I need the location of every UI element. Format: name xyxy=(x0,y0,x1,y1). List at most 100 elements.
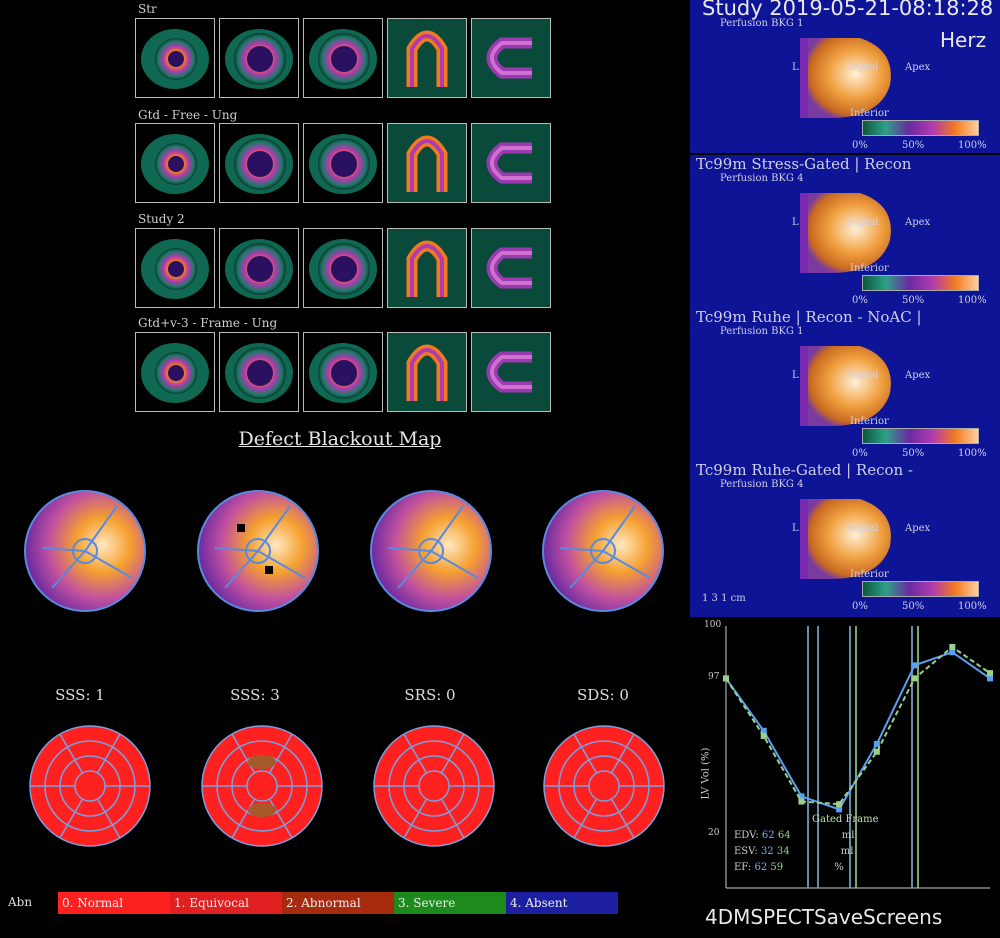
legend-label: 3. Severe xyxy=(398,896,456,910)
slice-grid: Str Gtd - Free - Ung Study 2 Gtd+v-3 - F… xyxy=(135,0,555,415)
volume-title: Tc99m Ruhe-Gated | Recon - xyxy=(696,461,914,479)
slice-image xyxy=(309,134,377,194)
orientation-center: Septal xyxy=(846,370,879,381)
segment-map[interactable] xyxy=(542,724,666,848)
slice-image xyxy=(141,29,209,89)
legend-label: 1. Equivocal xyxy=(174,896,249,910)
color-scale-bar xyxy=(862,581,979,597)
stat-unit: % xyxy=(834,862,844,873)
curve-point xyxy=(836,806,843,813)
slice-tile[interactable] xyxy=(471,332,551,412)
curve-series-line xyxy=(725,645,991,806)
slice-tile[interactable] xyxy=(387,332,467,412)
slice-image xyxy=(225,343,293,403)
scale-label: 50% xyxy=(902,601,925,612)
volume-render xyxy=(800,193,891,273)
slice-tile[interactable] xyxy=(303,18,383,98)
curve-series-line xyxy=(725,651,991,811)
slice-tile[interactable] xyxy=(471,228,551,308)
orientation-center: Septal xyxy=(846,523,879,534)
slice-image xyxy=(309,29,377,89)
slice-tile[interactable] xyxy=(303,123,383,203)
slice-tile[interactable] xyxy=(135,18,215,98)
volume-panel[interactable]: Perfusion BKG 1 L Septal Apex Inferior 0… xyxy=(690,0,1000,153)
stat-name: ESV: xyxy=(734,846,758,857)
slice-image xyxy=(225,239,293,299)
stat-value: 32 xyxy=(760,846,774,857)
curve-point xyxy=(760,733,767,740)
orientation-right: Apex xyxy=(905,523,931,534)
orientation-right: Apex xyxy=(905,217,931,228)
polar-map[interactable] xyxy=(540,488,666,614)
stat-value: 62 xyxy=(761,830,775,841)
curve-point xyxy=(987,675,993,682)
polar-map[interactable] xyxy=(368,488,494,614)
color-scale-bar xyxy=(862,275,979,291)
slice-tile[interactable] xyxy=(135,228,215,308)
orientation-bottom: Inferior xyxy=(850,263,889,274)
slice-tile[interactable] xyxy=(387,228,467,308)
curve-point xyxy=(873,740,880,747)
volume-title: Tc99m Stress-Gated | Recon xyxy=(696,155,912,173)
stat-name: EF: xyxy=(734,862,752,873)
slice-tile[interactable] xyxy=(135,123,215,203)
curve-point xyxy=(723,675,729,682)
orientation-right: Apex xyxy=(905,370,931,381)
scale-label: 100% xyxy=(958,295,987,306)
legend-absent: 4. Absent xyxy=(506,892,618,914)
save-screens-button[interactable]: SaveScreens xyxy=(813,905,943,929)
slice-tile[interactable] xyxy=(219,228,299,308)
volume-panel[interactable]: Tc99m Ruhe-Gated | Recon - Perfusion BKG… xyxy=(690,461,1000,617)
curve-point xyxy=(798,798,805,805)
slice-image xyxy=(141,134,209,194)
slice-tile[interactable] xyxy=(303,228,383,308)
slice-tile[interactable] xyxy=(219,332,299,412)
polar-map[interactable] xyxy=(22,488,148,614)
slice-row-label: Gtd+v-3 - Frame - Ung xyxy=(138,316,278,330)
map-title: Defect Blackout Map xyxy=(238,428,442,450)
segment-map[interactable] xyxy=(200,724,324,848)
segment-map[interactable] xyxy=(28,724,152,848)
slice-tile[interactable] xyxy=(219,18,299,98)
scale-label: 50% xyxy=(902,140,925,151)
scale-label: 50% xyxy=(902,448,925,459)
slice-image xyxy=(388,124,466,202)
slice-tile[interactable] xyxy=(219,123,299,203)
orientation-left: L xyxy=(792,523,799,534)
slice-image xyxy=(388,229,466,307)
app-footer: 4DMSPECTSaveScreens xyxy=(705,905,942,929)
orientation-bottom: Inferior xyxy=(850,569,889,580)
legend-label: 4. Absent xyxy=(510,896,568,910)
slice-tile[interactable] xyxy=(471,123,551,203)
curve-point xyxy=(911,662,918,669)
slice-tile[interactable] xyxy=(303,332,383,412)
slice-row-label: Gtd - Free - Ung xyxy=(138,108,238,122)
volume-panel[interactable]: Tc99m Ruhe | Recon - NoAC | Perfusion BK… xyxy=(690,308,1000,461)
legend-severe: 3. Severe xyxy=(394,892,506,914)
stat-value: 59 xyxy=(770,862,784,873)
volume-panel[interactable]: Tc99m Stress-Gated | Recon Perfusion BKG… xyxy=(690,155,1000,308)
slice-tile[interactable] xyxy=(135,332,215,412)
curve-point xyxy=(987,670,993,677)
slice-tile[interactable] xyxy=(471,18,551,98)
stat-value: 62 xyxy=(754,862,768,873)
scale-label: 50% xyxy=(902,295,925,306)
volume-subtitle: Perfusion BKG 1 xyxy=(720,326,804,337)
orientation-bottom: Inferior xyxy=(850,108,889,119)
polar-map[interactable] xyxy=(195,488,321,614)
stat-unit: ml xyxy=(841,830,855,841)
curve-point xyxy=(836,801,843,808)
slice-row-label: Str xyxy=(138,2,157,16)
curve-point xyxy=(760,727,767,734)
slice-tile[interactable] xyxy=(387,123,467,203)
curve-ytick: 20 xyxy=(708,828,720,838)
volume-render xyxy=(800,346,891,426)
segment-map[interactable] xyxy=(372,724,496,848)
stat-unit: ml xyxy=(840,846,854,857)
orientation-left: L xyxy=(792,370,799,381)
slice-tile[interactable] xyxy=(387,18,467,98)
volume-subtitle: Perfusion BKG 4 xyxy=(720,173,804,184)
curve-annotation: Gated Frame xyxy=(812,814,879,825)
scale-label: 100% xyxy=(958,448,987,459)
color-scale-bar xyxy=(862,428,979,444)
